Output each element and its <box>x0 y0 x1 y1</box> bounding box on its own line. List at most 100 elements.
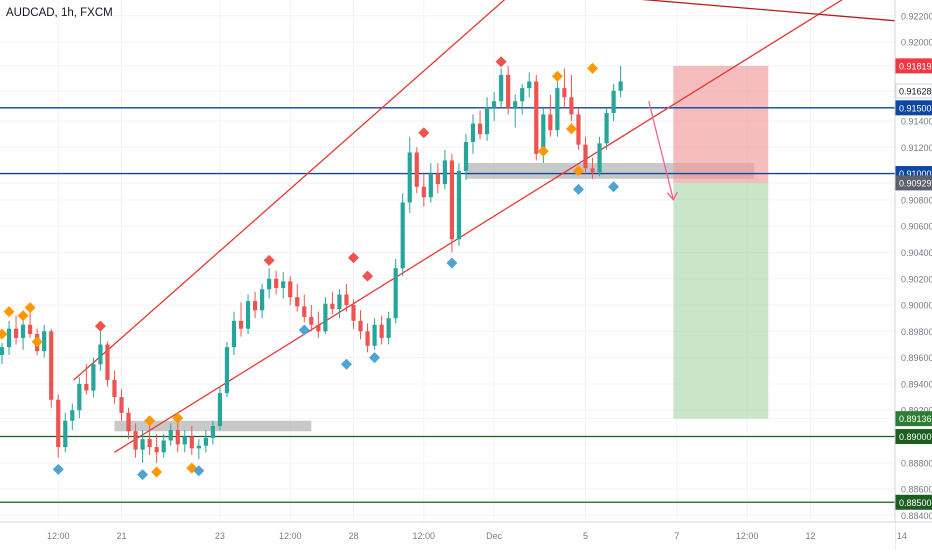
time-tick-label: 7 <box>674 531 679 541</box>
candle <box>112 379 117 398</box>
candle <box>56 399 61 448</box>
fractal-marker-blue <box>572 183 584 195</box>
candle <box>435 173 440 185</box>
candle <box>604 113 609 144</box>
candle <box>386 318 391 338</box>
time-tick-label: 12:00 <box>47 531 70 541</box>
candle <box>154 447 159 453</box>
fractal-marker-orange <box>151 466 163 478</box>
fractal-marker-blue <box>369 352 381 364</box>
fractal-marker-orange <box>17 310 29 322</box>
candle <box>20 324 26 338</box>
fractal-marker-orange <box>537 145 549 157</box>
fractal-marker-red <box>348 252 359 264</box>
candle <box>569 97 574 115</box>
candle <box>140 439 145 450</box>
fractal-marker-blue <box>608 181 620 193</box>
candle <box>442 160 447 185</box>
price-tick-label: 0.89800 <box>901 327 932 337</box>
symbol-title: AUDCAD, 1h, FXCM <box>6 7 113 19</box>
fractal-marker-orange <box>587 62 599 74</box>
candle <box>168 429 173 441</box>
price-tick-label: 0.90800 <box>901 195 932 205</box>
price-tick-label: 0.88800 <box>901 458 932 468</box>
candle <box>175 429 180 445</box>
time-axis-bg <box>0 522 895 550</box>
candle <box>13 328 19 338</box>
candle <box>477 123 483 135</box>
price-tag: 0.89136 <box>899 414 932 424</box>
candle <box>217 393 223 427</box>
price-tag-bg <box>895 58 932 74</box>
level-price-tag-bg <box>895 494 932 510</box>
candle <box>618 81 623 91</box>
price-tick-label: 0.90200 <box>901 274 932 284</box>
candle <box>323 303 328 332</box>
resistance-trendline <box>641 0 931 25</box>
level-price-tag-bg <box>895 100 932 116</box>
candle <box>463 142 469 171</box>
time-tick-label: 12:00 <box>413 531 436 541</box>
candle <box>611 90 616 114</box>
candle <box>28 324 33 334</box>
fractal-marker-orange <box>3 306 15 318</box>
candle <box>182 436 187 445</box>
candle <box>98 344 103 365</box>
price-tag: 0.91819 <box>899 61 932 71</box>
time-tick-label: 5 <box>583 531 588 541</box>
take-profit-zone <box>673 182 769 419</box>
price-tag-bg <box>895 83 932 99</box>
price-tick-label: 0.89200 <box>901 406 932 416</box>
price-tag-bg <box>895 411 932 427</box>
fractal-marker-orange <box>0 328 8 340</box>
price-tag-bg <box>895 175 932 191</box>
candle <box>91 364 96 391</box>
price-tag: 0.90929 <box>899 178 932 188</box>
candle <box>534 81 539 154</box>
fractal-marker-red <box>495 56 507 68</box>
candle <box>393 268 398 319</box>
candle <box>499 74 504 102</box>
time-tick-label: 12 <box>805 531 815 541</box>
candle <box>105 344 110 380</box>
candle <box>42 331 47 352</box>
candle <box>520 88 525 102</box>
candle <box>281 281 286 288</box>
candle <box>548 114 553 131</box>
price-axis[interactable]: 0.92200 0.92000 0.91400 0.91200 0.90800 0.906… <box>894 0 932 550</box>
candle <box>245 301 251 329</box>
candle <box>309 316 314 325</box>
candle <box>252 301 258 311</box>
stop-loss-zone <box>673 65 769 183</box>
candle <box>344 294 349 306</box>
candle <box>238 320 244 329</box>
candle <box>562 88 567 98</box>
candle <box>541 114 546 154</box>
candle <box>484 107 490 135</box>
candle <box>576 114 581 145</box>
candle <box>49 331 54 400</box>
level-price-tag: 0.88500 <box>899 498 932 508</box>
candle <box>189 436 194 449</box>
candle <box>470 123 476 143</box>
fractal-marker-blue <box>193 465 205 477</box>
candle <box>133 431 138 450</box>
fractal-marker-orange <box>172 412 184 424</box>
forecast-arrow-head <box>666 191 678 202</box>
price-tick-label: 0.88600 <box>901 485 932 495</box>
candle <box>583 144 588 169</box>
price-tick-label: 0.91200 <box>901 143 932 153</box>
horizontal-levels-layer <box>0 107 895 503</box>
candle <box>590 168 595 173</box>
price-tick-label: 0.90600 <box>901 222 932 232</box>
candle <box>224 347 230 394</box>
time-tick-label: Dec <box>486 531 503 541</box>
time-tick-label: 12:00 <box>736 531 759 541</box>
time-tick-label: 12:00 <box>279 531 302 541</box>
time-axis[interactable]: 12:00 21 23 12:00 28 12:00 Dec 5 7 12:00 12 14 <box>0 521 932 550</box>
candle <box>400 202 405 269</box>
candle <box>295 297 300 307</box>
candle <box>449 160 455 240</box>
